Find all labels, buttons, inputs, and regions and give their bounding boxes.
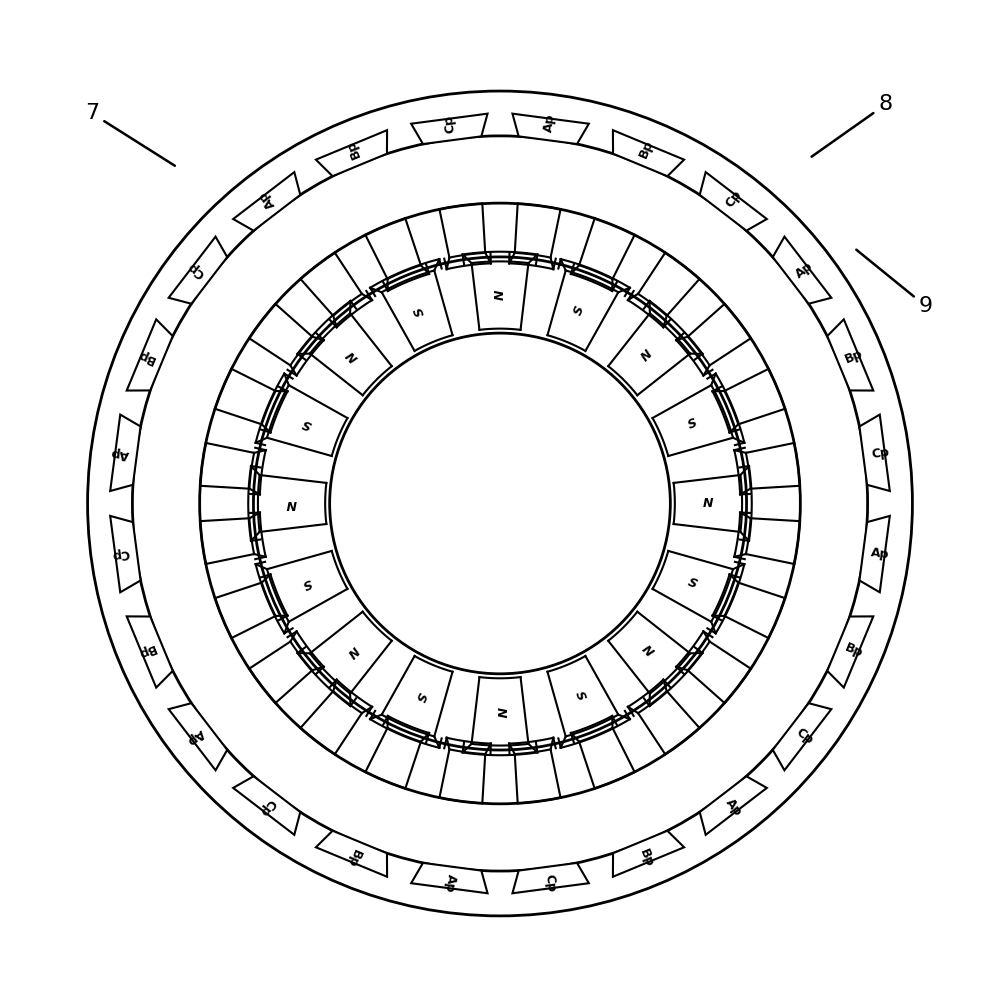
Text: Ap: Ap	[793, 259, 815, 281]
Text: Bp: Bp	[135, 347, 157, 366]
Polygon shape	[859, 414, 890, 491]
Text: Cp: Cp	[870, 446, 890, 461]
Text: N: N	[344, 643, 361, 660]
Text: Ap: Ap	[185, 726, 207, 748]
Text: N: N	[286, 496, 297, 510]
Text: Ap: Ap	[723, 796, 744, 819]
Polygon shape	[411, 863, 488, 893]
Polygon shape	[316, 131, 387, 176]
Polygon shape	[512, 114, 589, 144]
Text: Cp: Cp	[793, 726, 815, 748]
Text: Ap: Ap	[870, 546, 890, 561]
Text: N: N	[639, 348, 656, 364]
Polygon shape	[411, 114, 488, 144]
Polygon shape	[700, 776, 767, 835]
Text: S: S	[572, 689, 587, 703]
Text: Cp: Cp	[256, 796, 277, 819]
Polygon shape	[859, 516, 890, 592]
Text: Bp: Bp	[637, 847, 656, 868]
Polygon shape	[233, 172, 300, 230]
Text: S: S	[572, 305, 587, 317]
Text: S: S	[686, 416, 699, 431]
Text: S: S	[686, 576, 699, 591]
Text: Ap: Ap	[542, 114, 558, 134]
Text: S: S	[413, 305, 428, 317]
Polygon shape	[316, 831, 387, 877]
Polygon shape	[827, 319, 873, 391]
Text: 8: 8	[812, 95, 893, 156]
Polygon shape	[169, 236, 227, 304]
Polygon shape	[127, 616, 173, 687]
Text: S: S	[301, 416, 314, 431]
Polygon shape	[613, 831, 684, 877]
Polygon shape	[773, 236, 831, 304]
Polygon shape	[233, 776, 300, 835]
Text: N: N	[703, 496, 714, 510]
Text: 9: 9	[856, 249, 933, 316]
Text: Ap: Ap	[442, 873, 458, 893]
Text: Ap: Ap	[256, 188, 277, 211]
Polygon shape	[110, 516, 141, 592]
Text: Bp: Bp	[135, 641, 157, 660]
Text: Cp: Cp	[542, 873, 558, 893]
Text: Bp: Bp	[843, 641, 865, 660]
Text: N: N	[494, 707, 507, 717]
Text: N: N	[344, 348, 361, 364]
Text: Cp: Cp	[442, 114, 458, 134]
Text: Bp: Bp	[344, 847, 363, 868]
Text: Cp: Cp	[723, 188, 744, 211]
Text: Bp: Bp	[344, 138, 363, 160]
Text: S: S	[413, 689, 428, 703]
Text: Bp: Bp	[843, 347, 865, 366]
Text: N: N	[639, 643, 656, 660]
Polygon shape	[773, 703, 831, 770]
Polygon shape	[127, 319, 173, 391]
Polygon shape	[169, 703, 227, 770]
Text: Cp: Cp	[185, 259, 207, 281]
Text: Cp: Cp	[110, 546, 130, 561]
Text: Ap: Ap	[110, 446, 130, 461]
Text: 7: 7	[85, 104, 175, 166]
Polygon shape	[110, 414, 141, 491]
Text: Bp: Bp	[637, 138, 656, 160]
Polygon shape	[512, 863, 589, 893]
Circle shape	[330, 333, 670, 674]
Text: S: S	[301, 576, 314, 591]
Polygon shape	[700, 172, 767, 230]
Text: N: N	[494, 290, 507, 301]
Polygon shape	[827, 616, 873, 687]
Polygon shape	[613, 131, 684, 176]
